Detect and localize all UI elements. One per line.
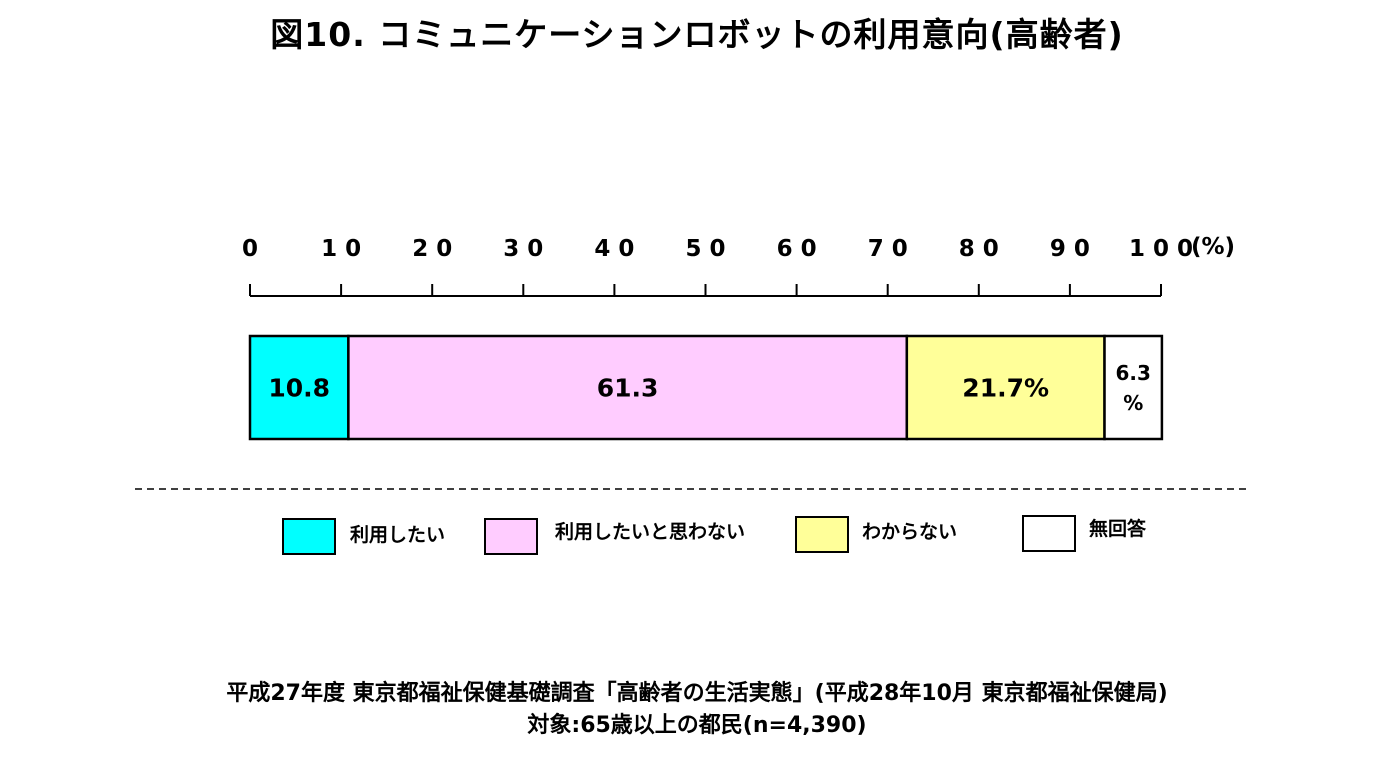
legend-label: わからない xyxy=(862,521,957,543)
legend-swatch xyxy=(795,516,849,553)
legend-swatch xyxy=(282,518,336,555)
legend-label: 利用したい xyxy=(350,524,445,546)
x-tick-label: 1 0 xyxy=(321,236,361,262)
x-tick-label: 6 0 xyxy=(777,236,817,262)
bar-segment xyxy=(248,334,350,441)
legend: 利用したい 利用したいと思わない わからない 無回答 xyxy=(282,515,1147,555)
bar-segment xyxy=(905,334,1106,441)
source-note: 平成27年度 東京都福祉保健基礎調査「高齢者の生活実態」(平成28年10月 東京… xyxy=(226,681,1168,706)
x-tick-label: 3 0 xyxy=(503,236,543,262)
x-tick-label: 5 0 xyxy=(685,236,725,262)
x-tick-label: 7 0 xyxy=(868,236,908,262)
data-label: 61.3 xyxy=(597,374,659,403)
x-tick-label: 0 xyxy=(242,236,258,262)
legend-label: 無回答 xyxy=(1089,517,1147,540)
chart-title: 図10. コミュニケーションロボットの利用意向(高齢者) xyxy=(270,15,1124,54)
stacked-bar-chart: 0 1 0 2 0 3 0 4 0 5 0 6 0 7 0 8 0 9 0 1 0 0(%) 10.… xyxy=(135,234,1250,555)
x-tick-label: 2 0 xyxy=(412,236,452,262)
data-label: 21.7% xyxy=(962,374,1049,403)
sample-note: 対象:65歳以上の都民(n=4,390) xyxy=(527,713,867,738)
x-tick-label: 8 0 xyxy=(959,236,999,262)
bar-segment xyxy=(1103,334,1164,441)
x-tick-label: 9 0 xyxy=(1050,236,1090,262)
data-label: 6.3 xyxy=(1115,361,1150,385)
x-unit-label: (%) xyxy=(1191,234,1235,260)
legend-swatch xyxy=(484,518,538,555)
legend-label: 利用したいと思わない xyxy=(555,521,745,543)
legend-swatch xyxy=(1022,515,1076,552)
x-tick-label: 1 0 0 xyxy=(1129,236,1193,262)
bar-group: 10.8 61.3 21.7% 6.3% xyxy=(248,334,1164,441)
data-label: % xyxy=(1123,391,1143,415)
x-tick-label: 4 0 xyxy=(594,236,634,262)
data-label: 10.8 xyxy=(268,374,330,403)
x-axis: 0 1 0 2 0 3 0 4 0 5 0 6 0 7 0 8 0 9 0 1 0 0(%) xyxy=(242,234,1235,297)
